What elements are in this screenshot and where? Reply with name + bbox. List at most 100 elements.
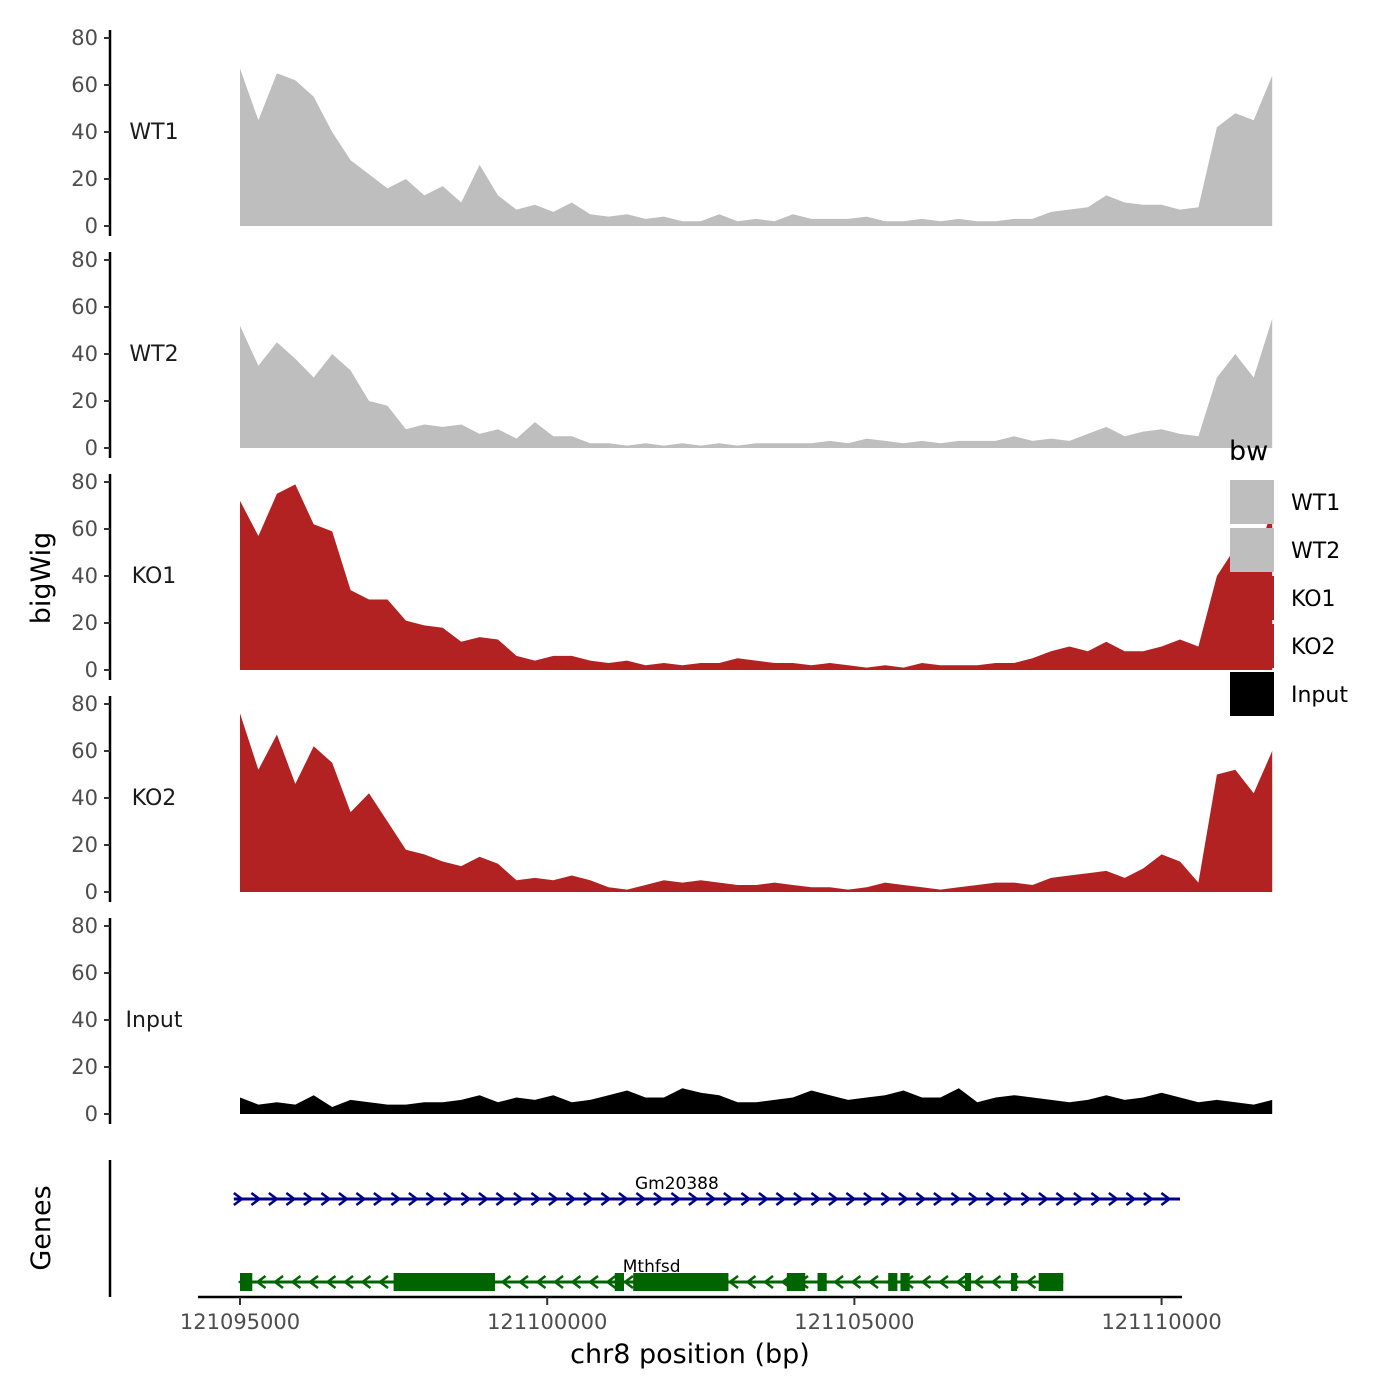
exon [240,1273,253,1291]
strand-arrow [758,1192,769,1206]
y-tick-label: 20 [71,167,98,191]
strand-arrow [342,1275,354,1289]
y-tick-label: 80 [71,692,98,716]
track-ko1: 0 20 40 60 80 KO1 [71,470,1273,682]
track-wt2: 0 20 40 60 80 WT2 [71,248,1273,460]
y-tick-label: 60 [71,739,98,763]
legend-label: Input [1291,683,1348,708]
strand-arrow [255,1275,267,1289]
gene-label: Gm20388 [635,1174,719,1194]
strand-arrow [937,1275,949,1289]
strand-arrow [325,1275,337,1289]
strand-arrow [1038,1192,1049,1206]
coverage-area-ko2 [240,713,1273,892]
exon [393,1273,495,1291]
strand-arrow [810,1192,822,1206]
strand-arrow [320,1192,332,1206]
legend-swatch-wt2 [1230,528,1274,572]
strand-arrow [600,1192,612,1206]
track-ko2: 0 20 40 60 80 KO2 [71,692,1273,904]
strand-arrow [950,1192,962,1206]
strand-arrow [775,1192,787,1206]
strand-arrow [622,1275,634,1289]
legend-swatch-ko2 [1230,624,1274,668]
y-tick-label: 40 [71,120,98,144]
strand-arrow [233,1192,244,1206]
exon [614,1273,624,1291]
gene-gm20388: Gm20388 [233,1174,1180,1206]
x-tick-label: 121105000 [794,1310,914,1334]
tracks-layer: 0 20 40 60 80 WT1 0 20 40 60 80 WT2 0 20 40 60 80 KO1 0 20 4… [71,26,1273,1126]
exon [817,1273,827,1291]
genes-track-title: Genes [26,1185,57,1270]
coverage-area-input [240,1088,1273,1114]
strand-arrow [898,1192,909,1206]
strand-arrow [1073,1192,1084,1206]
strand-arrow [920,1275,932,1289]
y-tick-label: 80 [71,248,98,272]
y-tick-label: 0 [85,658,98,682]
y-axis-title: bigWig [26,532,57,625]
y-tick-label: 0 [85,214,98,238]
strand-arrow [587,1275,599,1289]
strand-arrow [723,1192,734,1206]
strand-arrow [880,1192,892,1206]
exon [888,1273,898,1291]
gene-mthfsd: Mthfsd [237,1257,1064,1291]
strand-arrow [653,1192,664,1206]
legend-label: WT1 [1291,491,1340,516]
legend-title: bw [1229,436,1268,467]
exon [786,1273,806,1291]
strand-arrow [705,1192,717,1206]
strand-arrow [863,1192,874,1206]
coverage-area-wt1 [240,68,1273,226]
strand-arrow [867,1275,879,1289]
y-tick-label: 20 [71,611,98,635]
strand-arrow [688,1192,699,1206]
strand-arrow [425,1192,437,1206]
y-tick-label: 0 [85,880,98,904]
strand-arrow [1090,1192,1102,1206]
strand-arrow [250,1192,262,1206]
exon [964,1273,972,1291]
strand-arrow [268,1192,279,1206]
strand-arrow [955,1275,967,1289]
strand-arrow [635,1192,647,1206]
strand-arrow [1160,1192,1172,1206]
strand-arrow [460,1192,472,1206]
strand-arrow [360,1275,372,1289]
exon [633,1273,729,1291]
strand-arrow [990,1275,1002,1289]
y-tick-label: 40 [71,564,98,588]
strand-arrow [832,1275,844,1289]
strand-arrow [552,1275,564,1289]
y-tick-label: 20 [71,389,98,413]
strand-arrow [303,1192,314,1206]
strand-arrow [828,1192,839,1206]
y-tick-label: 80 [71,470,98,494]
strand-arrow [495,1192,507,1206]
track-wt1: 0 20 40 60 80 WT1 [71,26,1273,238]
strand-arrow [500,1275,512,1289]
y-tick-label: 60 [71,295,98,319]
strand-arrow [1003,1192,1014,1206]
strand-arrow [933,1192,944,1206]
strand-arrow [530,1192,542,1206]
strand-arrow [478,1192,489,1206]
strand-arrow [390,1192,402,1206]
strand-arrow [740,1192,752,1206]
y-tick-label: 0 [85,1102,98,1126]
x-axis-title: chr8 position (bp) [570,1339,810,1370]
strand-arrow [517,1275,529,1289]
track-label: KO1 [132,564,177,589]
strand-arrow [793,1192,804,1206]
exon [1011,1273,1018,1291]
x-axis: 121095000 121100000 121105000 121110000 [180,1295,1222,1334]
x-tick-label: 121100000 [487,1310,607,1334]
x-tick-label: 121095000 [180,1310,300,1334]
x-tick-label: 121110000 [1101,1310,1221,1334]
strand-arrow [1055,1192,1067,1206]
strand-arrow [565,1192,577,1206]
